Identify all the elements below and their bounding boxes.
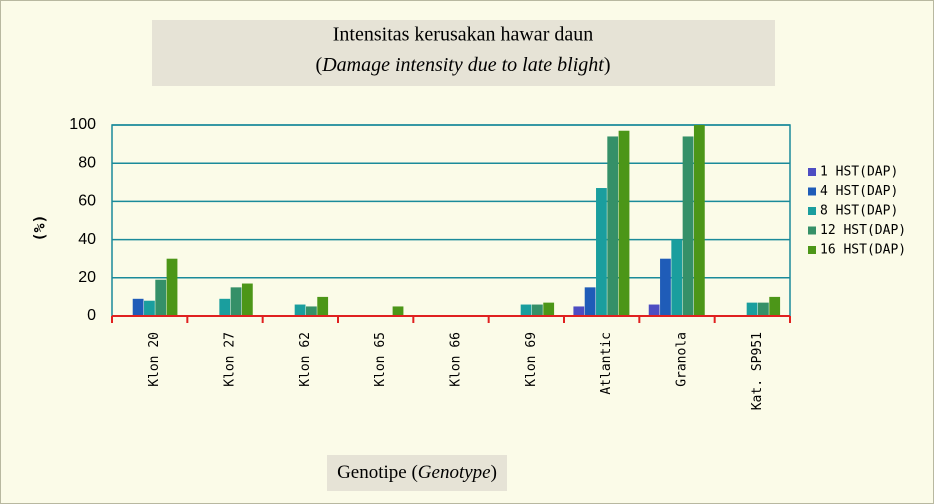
- legend-label: 4 HST(DAP): [820, 184, 898, 199]
- x-tick-label: Klon 65: [373, 332, 388, 387]
- x-tick-label: Klon 69: [524, 332, 539, 387]
- bar: [648, 304, 660, 316]
- bar: [520, 304, 532, 316]
- x-tick-label: Klon 66: [449, 332, 464, 387]
- x-label-box: [327, 455, 507, 491]
- bar: [241, 283, 253, 316]
- y-axis-label: (%): [31, 214, 49, 241]
- subtitle-part: Damage intensity due to late blight: [321, 54, 604, 76]
- y-tick-label: 40: [78, 231, 96, 248]
- bar: [317, 296, 329, 316]
- x-tick-label: Atlantic: [599, 332, 614, 395]
- y-tick-label: 80: [78, 154, 96, 171]
- y-tick-label: 100: [69, 116, 96, 133]
- bar: [693, 125, 705, 316]
- legend-swatch: [808, 207, 816, 215]
- bar: [746, 302, 758, 316]
- y-tick-label: 20: [78, 269, 96, 286]
- chart-subtitle: (Damage intensity due to late blight): [316, 54, 611, 76]
- bar: [531, 304, 543, 316]
- x-tick-label: Klon 27: [223, 332, 238, 387]
- bar: [144, 300, 155, 316]
- legend-label: 1 HST(DAP): [820, 165, 898, 180]
- bar: [543, 302, 555, 316]
- bar: [155, 279, 167, 316]
- bar: [757, 302, 769, 316]
- bar: [618, 130, 630, 316]
- bar: [219, 298, 231, 316]
- x-tick-label: Kat. SP951: [750, 332, 765, 410]
- legend-swatch: [808, 226, 816, 235]
- x-tick-label: Granola: [675, 332, 690, 387]
- bar: [230, 287, 242, 316]
- bar: [584, 287, 596, 316]
- bar: [769, 296, 781, 316]
- legend-label: 12 HST(DAP): [820, 223, 906, 238]
- bar: [671, 239, 683, 316]
- chart-title: Intensitas kerusakan hawar daun: [333, 24, 593, 46]
- x-tick-label: Klon 62: [298, 332, 313, 387]
- x-label-part: ): [491, 462, 497, 483]
- bar: [166, 258, 178, 316]
- legend-swatch: [808, 246, 816, 254]
- bar: [573, 306, 585, 316]
- subtitle-part: (: [316, 54, 323, 76]
- bar: [392, 306, 404, 316]
- legend-label: 16 HST(DAP): [820, 243, 906, 258]
- bar: [305, 306, 317, 316]
- bar: [682, 136, 694, 316]
- legend-label: 8 HST(DAP): [820, 204, 898, 219]
- bar: [294, 304, 306, 316]
- bar: [132, 298, 144, 316]
- y-tick-label: 60: [78, 193, 96, 210]
- title-box: [152, 20, 775, 86]
- bar: [607, 136, 619, 316]
- subtitle-part: ): [604, 54, 611, 76]
- bar: [660, 258, 671, 316]
- x-label-part: Genotipe (: [337, 462, 418, 483]
- x-label-part: Genotype: [418, 462, 491, 483]
- x-axis-label: Genotipe (Genotype): [337, 462, 497, 483]
- legend-swatch: [808, 168, 816, 176]
- y-tick-label: 0: [87, 307, 96, 324]
- bar: [596, 188, 607, 316]
- legend-swatch: [808, 187, 816, 196]
- x-tick-label: Klon 20: [147, 332, 162, 387]
